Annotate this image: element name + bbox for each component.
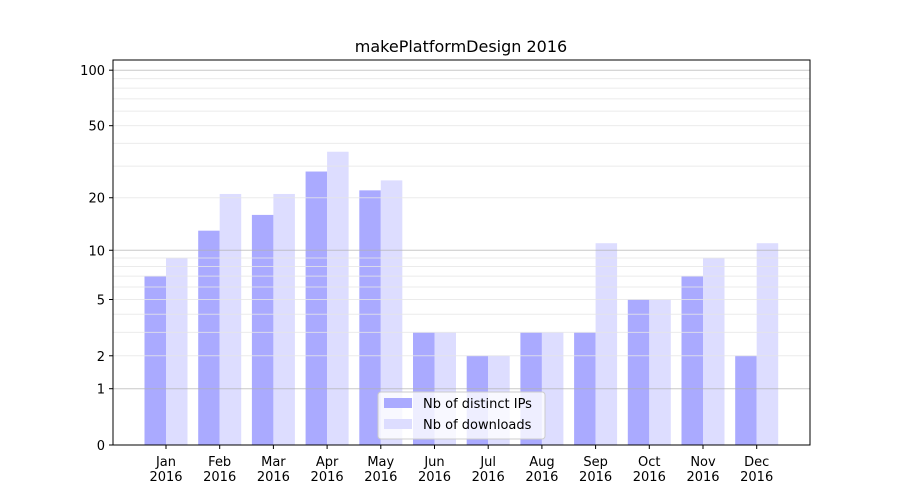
x-tick-label: Jun 2016 bbox=[418, 455, 451, 485]
bar-distinct-ips bbox=[144, 276, 166, 445]
plot-area-frame bbox=[112, 59, 811, 446]
x-tick-label: Jul 2016 bbox=[472, 455, 505, 485]
y-tick-label: 1 bbox=[97, 383, 105, 398]
bar-downloads bbox=[380, 180, 403, 446]
chart-title: makePlatformDesign 2016 bbox=[355, 37, 567, 56]
x-tick-label: Feb 2016 bbox=[203, 455, 236, 485]
bar-downloads bbox=[273, 193, 295, 445]
bar-downloads bbox=[166, 258, 188, 445]
x-tick-label: Mar 2016 bbox=[257, 455, 290, 485]
x-tick-label: Apr 2016 bbox=[311, 455, 344, 485]
bar-distinct-ips bbox=[251, 214, 274, 445]
legend-box bbox=[377, 391, 546, 440]
x-tick-label: Aug 2016 bbox=[525, 455, 558, 485]
legend-swatch bbox=[384, 419, 412, 429]
bar-distinct-ips bbox=[681, 276, 703, 445]
y-tick-label: 2 bbox=[97, 350, 105, 365]
x-tick-label: Dec 2016 bbox=[740, 455, 773, 485]
bar-downloads bbox=[219, 193, 242, 445]
bar-downloads bbox=[703, 258, 725, 445]
legend-swatch bbox=[384, 398, 412, 408]
y-tick-label: 20 bbox=[88, 192, 105, 207]
y-tick-label: 5 bbox=[97, 293, 105, 308]
bar-downloads bbox=[756, 243, 779, 445]
x-tick-label: Nov 2016 bbox=[686, 455, 719, 485]
y-tick-label: 0 bbox=[97, 439, 105, 454]
bar-downloads bbox=[327, 151, 349, 445]
bar-distinct-ips bbox=[198, 230, 220, 445]
x-tick-label: Sep 2016 bbox=[579, 455, 612, 485]
bar-downloads bbox=[595, 243, 618, 445]
y-tick-label: 100 bbox=[80, 64, 105, 79]
bar-downloads bbox=[649, 299, 671, 445]
x-tick-label: Jan 2016 bbox=[149, 455, 182, 485]
y-tick-label: 10 bbox=[88, 244, 105, 259]
x-tick-label: May 2016 bbox=[364, 455, 397, 485]
y-tick-label: 50 bbox=[88, 120, 105, 135]
legend-label: Nb of distinct IPs bbox=[423, 397, 532, 412]
bar-distinct-ips bbox=[735, 355, 757, 445]
x-tick-label: Oct 2016 bbox=[633, 455, 666, 485]
bar-distinct-ips bbox=[305, 171, 328, 446]
bar-distinct-ips bbox=[359, 190, 381, 445]
legend: Nb of distinct IPs Nb of downloads bbox=[377, 391, 546, 440]
bar-distinct-ips bbox=[627, 299, 650, 445]
legend-label: Nb of downloads bbox=[423, 418, 532, 433]
